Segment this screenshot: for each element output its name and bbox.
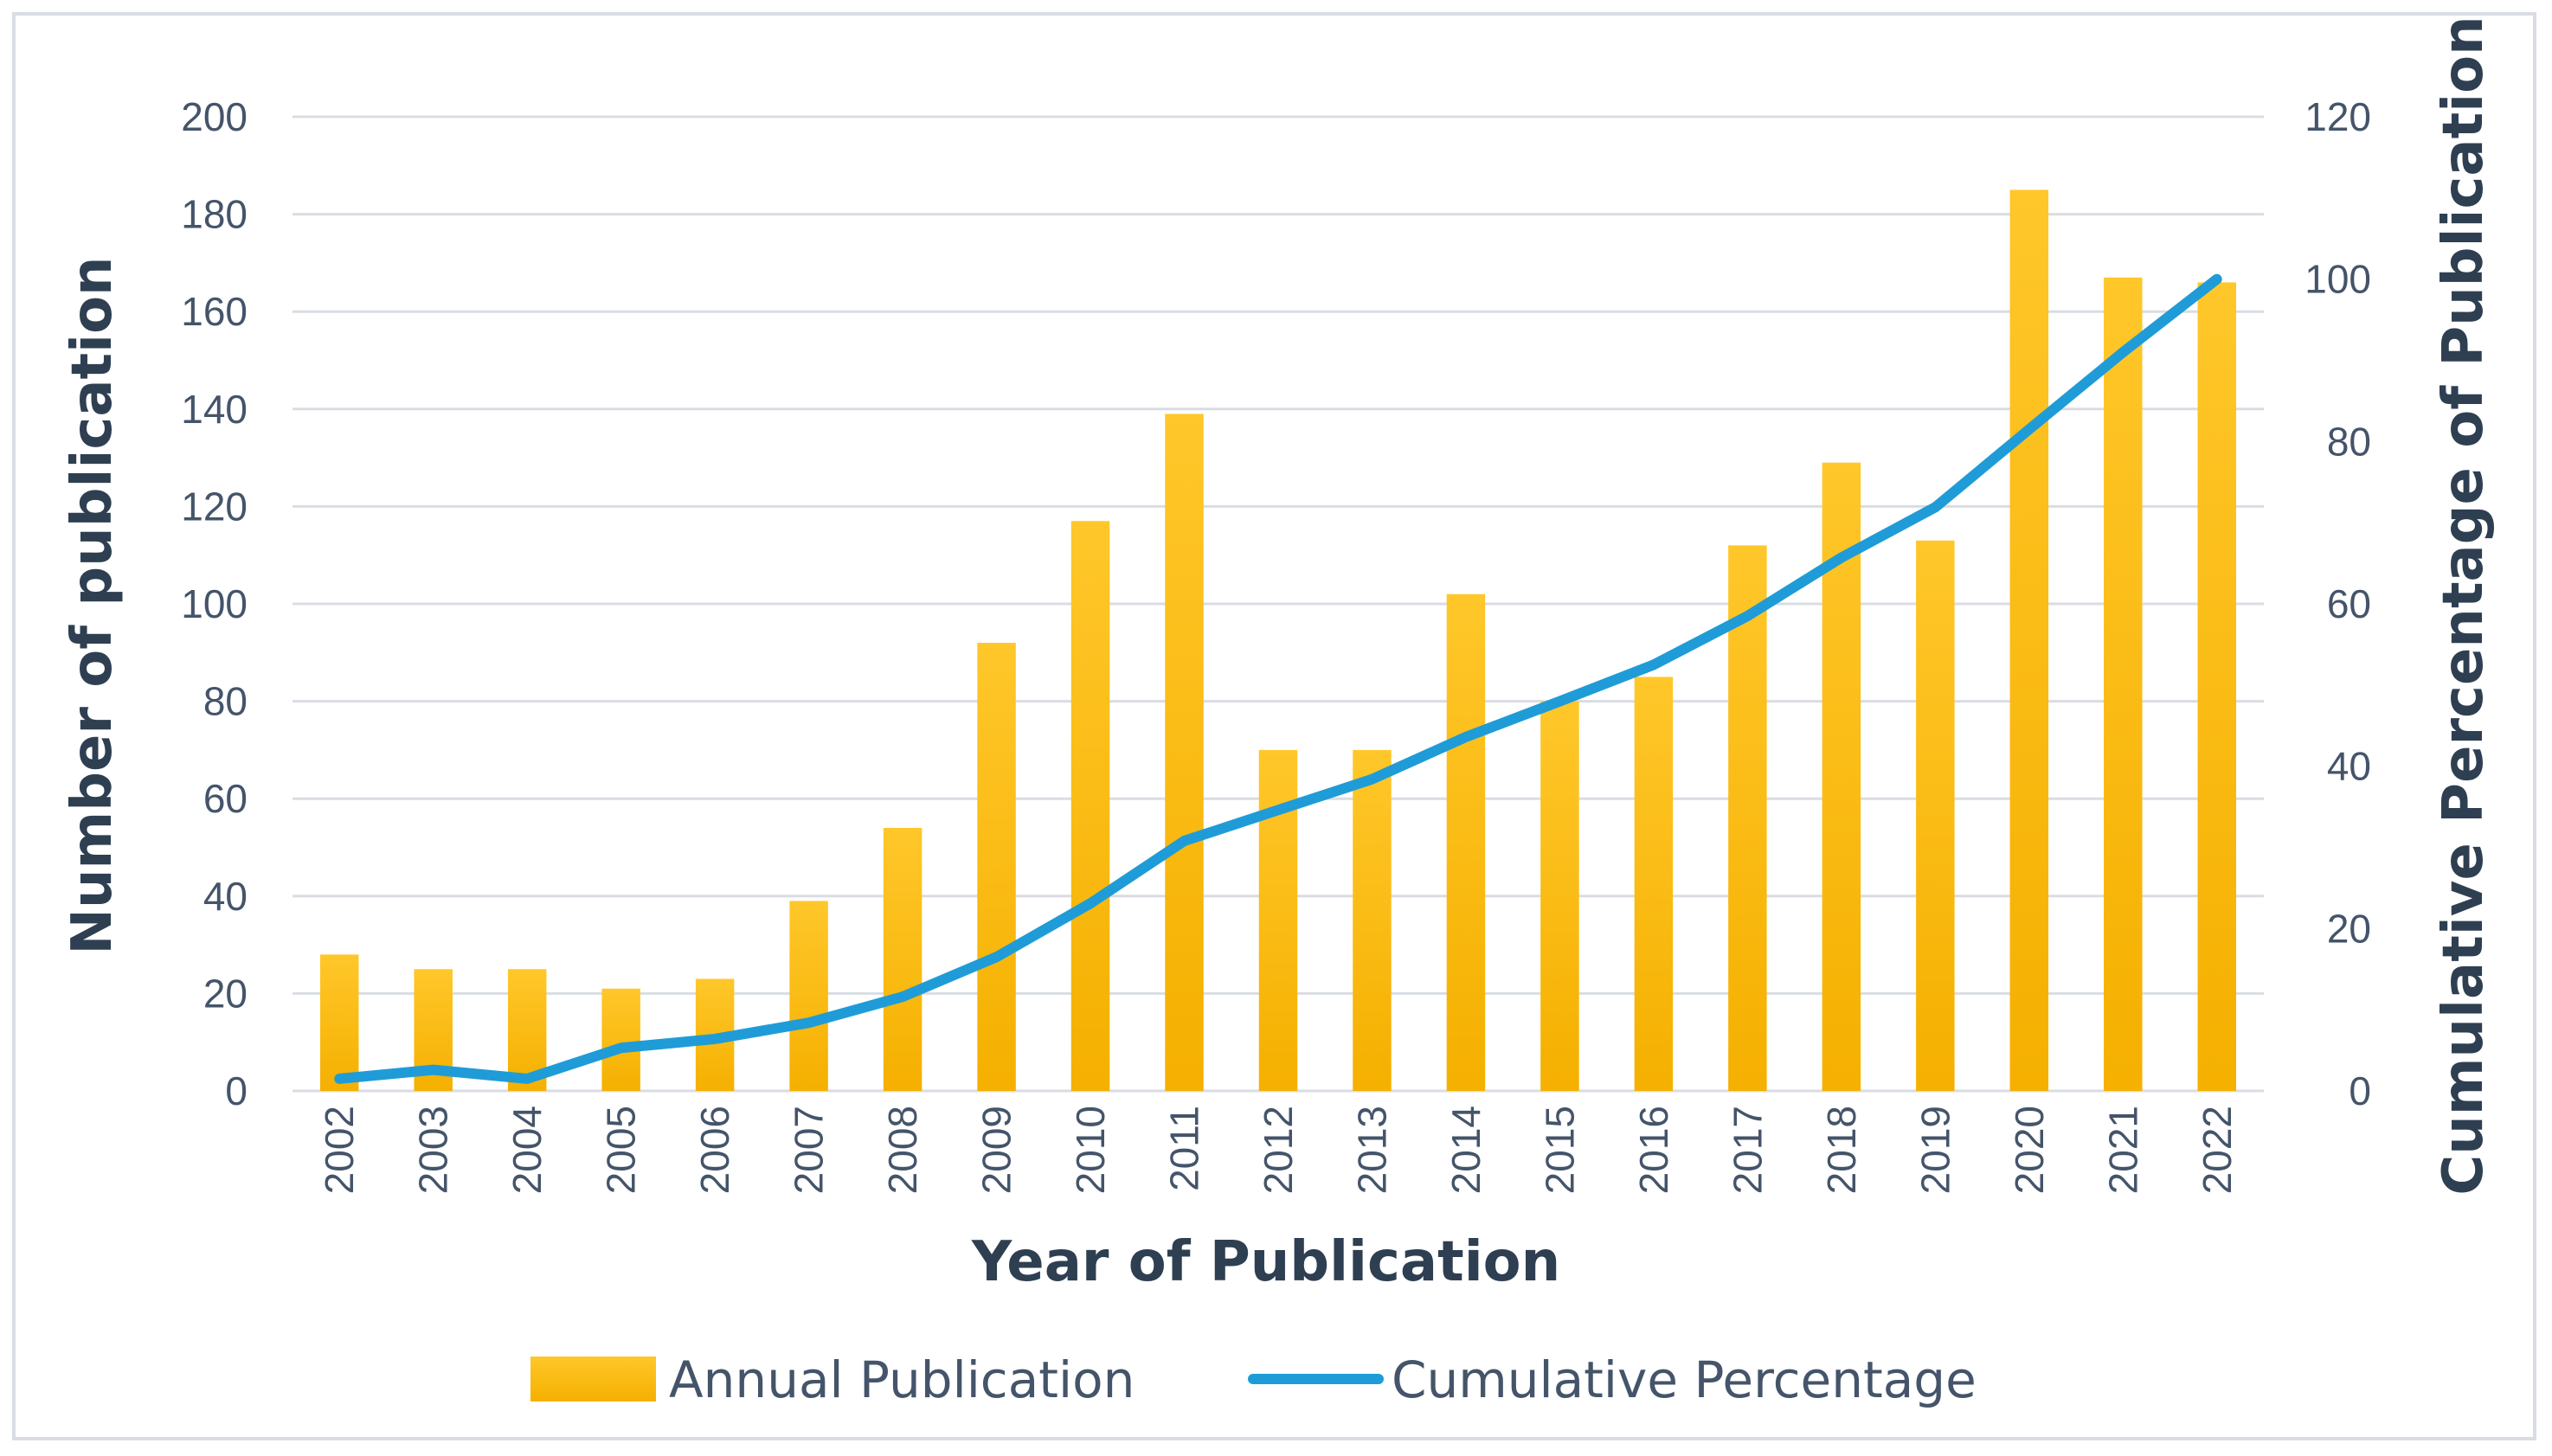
x-tick-label: 2022 — [2195, 1106, 2240, 1194]
x-tick-label: 2020 — [2007, 1106, 2052, 1194]
bar-2013 — [1353, 749, 1392, 1091]
bar-2014 — [1446, 593, 1486, 1091]
x-tick-label: 2004 — [505, 1106, 550, 1194]
line-point-2018 — [1840, 556, 1842, 559]
line-point-2004 — [526, 1077, 529, 1080]
line-point-2013 — [1371, 778, 1373, 780]
left-axis-ticks: 0 20 40 60 80 100 120 140 160 180 200 — [181, 94, 247, 1113]
y-tick-label: 180 — [181, 192, 247, 237]
line-point-2008 — [902, 996, 904, 998]
y-tick-label: 60 — [203, 776, 247, 821]
y2-tick-label: 100 — [2305, 257, 2371, 302]
y-tick-label: 140 — [181, 387, 247, 432]
cumulative-line-group — [334, 273, 2222, 1084]
x-tick-label: 2014 — [1443, 1106, 1488, 1194]
x-tick-label: 2012 — [1256, 1106, 1301, 1194]
x-tick-label: 2005 — [599, 1106, 644, 1194]
x-axis-title: Year of Publication — [971, 1230, 1560, 1294]
legend-bar-label: Annual Publication — [669, 1350, 1135, 1409]
line-point-2022 — [2215, 278, 2218, 280]
bar-2005 — [601, 988, 640, 1091]
x-tick-label: 2019 — [1912, 1106, 1957, 1194]
chart-svg: 0 20 40 60 80 100 120 140 160 180 200 0 20 40 60 80 100… — [61, 16, 2496, 1409]
x-tick-label: 2011 — [1162, 1106, 1207, 1191]
line-point-2006 — [714, 1037, 717, 1040]
line-point-2012 — [1277, 809, 1279, 811]
bar-2022 — [2197, 282, 2236, 1091]
x-tick-label: 2021 — [2100, 1106, 2145, 1194]
line-point-2021 — [2122, 351, 2125, 354]
bar-2009 — [977, 643, 1016, 1091]
y-tick-label: 100 — [181, 581, 247, 626]
line-point-2016 — [1652, 664, 1655, 666]
y-tick-label: 160 — [181, 289, 247, 334]
bar-2010 — [1070, 521, 1110, 1091]
line-point-2015 — [1559, 700, 1561, 702]
line-point-2009 — [995, 956, 998, 959]
x-tick-label: 2007 — [787, 1106, 832, 1194]
y2-tick-label: 80 — [2327, 419, 2371, 464]
bars — [320, 189, 2236, 1092]
line-point-2003 — [432, 1068, 434, 1071]
line-point-2011 — [1183, 839, 1186, 842]
y-axis-title: Number of publication — [61, 256, 125, 954]
y-tick-label: 40 — [203, 874, 247, 919]
line-point-2020 — [2028, 428, 2030, 431]
y2-tick-label: 60 — [2327, 581, 2371, 626]
y-tick-label: 0 — [225, 1068, 247, 1113]
y2-tick-label: 20 — [2327, 906, 2371, 951]
line-point-2019 — [1934, 506, 1937, 509]
y2-tick-label: 120 — [2305, 94, 2371, 139]
x-tick-label: 2017 — [1725, 1106, 1770, 1194]
y-tick-label: 120 — [181, 484, 247, 529]
x-tick-label: 2006 — [692, 1106, 737, 1194]
x-tick-label: 2018 — [1819, 1106, 1864, 1194]
bar-2002 — [320, 954, 359, 1091]
line-point-2014 — [1464, 735, 1467, 738]
x-axis-ticks: 2002 2003 2004 2005 2006 2007 2008 2009 2010 2011… — [317, 1106, 2240, 1194]
x-tick-label: 2016 — [1631, 1106, 1676, 1194]
x-tick-label: 2010 — [1068, 1106, 1113, 1194]
right-axis-ticks: 0 20 40 60 80 100 120 — [2305, 94, 2371, 1113]
bar-2020 — [2009, 189, 2049, 1092]
line-point-2017 — [1746, 615, 1749, 618]
y2-tick-label: 40 — [2327, 744, 2371, 789]
line-point-2005 — [620, 1047, 622, 1049]
x-tick-label: 2013 — [1349, 1106, 1394, 1194]
y-tick-label: 80 — [203, 679, 247, 724]
x-tick-label: 2015 — [1537, 1106, 1582, 1194]
y-tick-label: 200 — [181, 94, 247, 139]
legend-line-label: Cumulative Percentage — [1392, 1350, 1977, 1409]
bar-2007 — [789, 901, 828, 1091]
y2-axis-title: Cumulative Percentage of Publication — [2432, 16, 2496, 1195]
bar-2016 — [1634, 677, 1674, 1091]
x-tick-label: 2008 — [880, 1106, 925, 1194]
bar-2015 — [1540, 701, 1579, 1091]
line-point-2002 — [338, 1077, 341, 1080]
bar-2017 — [1728, 545, 1767, 1091]
bar-2019 — [1916, 540, 1955, 1091]
line-point-2010 — [1090, 902, 1092, 905]
y-tick-label: 20 — [203, 971, 247, 1016]
x-tick-label: 2009 — [974, 1106, 1019, 1194]
legend-bar-swatch — [530, 1357, 656, 1401]
x-tick-label: 2003 — [411, 1106, 456, 1194]
bar-2008 — [883, 827, 922, 1091]
bar-2011 — [1165, 414, 1204, 1091]
x-tick-label: 2002 — [317, 1106, 362, 1194]
bar-2021 — [2104, 277, 2143, 1091]
chart-frame: 0 20 40 60 80 100 120 140 160 180 200 0 20 40 60 80 100… — [12, 12, 2536, 1440]
y2-tick-label: 0 — [2349, 1068, 2371, 1113]
line-point-2007 — [807, 1022, 810, 1024]
legend: Annual Publication Cumulative Percentage — [530, 1350, 1977, 1409]
